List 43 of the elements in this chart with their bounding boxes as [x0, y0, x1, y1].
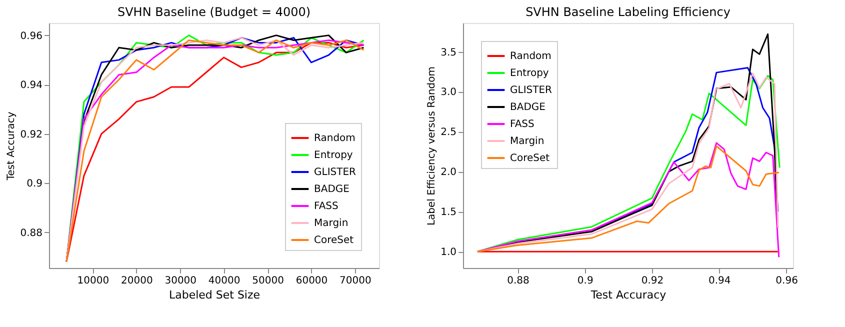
y-tick-label: 0.9 — [26, 178, 42, 190]
legend-label: Entropy — [510, 68, 549, 79]
y-tick-label: 0.88 — [20, 228, 42, 239]
y-tick-label: 1.5 — [440, 207, 456, 218]
x-axis-title: Test Accuracy — [590, 288, 667, 302]
y-tick-label: 0.92 — [20, 129, 42, 140]
x-tick-label: 60000 — [296, 276, 328, 286]
legend-label: Random — [510, 51, 552, 62]
x-tick-label: 20000 — [121, 276, 153, 286]
x-tick-label: 70000 — [340, 276, 372, 286]
x-tick-label: 40000 — [208, 276, 240, 286]
y-tick-label: 0.96 — [20, 30, 42, 42]
y-axis-title: Test Accuracy — [6, 112, 18, 182]
x-tick-label: 0.92 — [641, 276, 664, 286]
y-tick-label: 2.0 — [440, 167, 456, 178]
x-tick-label: 0.96 — [776, 276, 798, 286]
x-tick-label: 30000 — [164, 276, 197, 286]
y-tick-label: 1.0 — [440, 247, 456, 258]
y-tick-label: 3.0 — [440, 87, 456, 98]
legend-label: BADGE — [510, 102, 546, 113]
legend-label: Entropy — [314, 150, 353, 161]
legend-label: FASS — [314, 201, 338, 212]
legend-label: CoreSet — [510, 153, 550, 164]
legend-label: Margin — [314, 218, 348, 229]
y-tick-label: 0.94 — [20, 80, 42, 92]
legend-label: GLISTER — [510, 85, 552, 96]
x-tick-label: 50000 — [252, 276, 284, 286]
legend-label: GLISTER — [314, 167, 356, 178]
x-tick-label: 0.94 — [708, 276, 731, 286]
legend-label: BADGE — [314, 184, 350, 195]
chart-title: SVHN Baseline (Budget = 4000) — [117, 5, 311, 19]
x-tick-label: 0.9 — [577, 276, 594, 286]
legend-label: Margin — [510, 136, 544, 147]
legend-label: CoreSet — [314, 235, 354, 246]
legend-label: FASS — [510, 119, 534, 130]
y-tick-label: 3.5 — [440, 47, 456, 58]
legend-label: Random — [314, 133, 356, 144]
chart-title: SVHN Baseline Labeling Efficiency — [526, 5, 730, 19]
y-tick-label: 2.5 — [440, 127, 456, 138]
x-tick-label: 10000 — [77, 276, 110, 286]
x-tick-label: 0.88 — [507, 276, 530, 286]
x-axis-title: Labeled Set Size — [168, 288, 260, 302]
y-axis-title: Label Efficiency versus Random — [426, 66, 438, 226]
